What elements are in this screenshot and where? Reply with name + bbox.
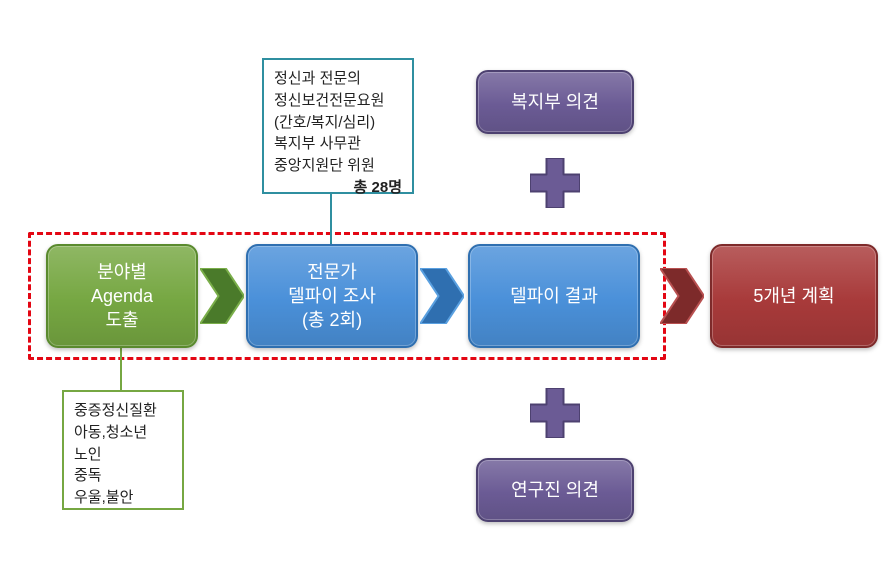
node-5year-plan: 5개년 계획 bbox=[710, 244, 878, 348]
plus-top-icon bbox=[530, 158, 580, 208]
node-delphi-survey: 전문가델파이 조사(총 2회) bbox=[246, 244, 418, 348]
node-delphi-result-label: 델파이 결과 bbox=[510, 284, 598, 308]
connector-categories bbox=[120, 348, 122, 390]
node-agenda: 분야별Agenda도출 bbox=[46, 244, 198, 348]
annotation-experts-total: 총 28명 bbox=[274, 177, 402, 199]
node-mohw-opinion: 복지부 의견 bbox=[476, 70, 634, 134]
chevron-1 bbox=[200, 268, 244, 324]
connector-experts bbox=[330, 194, 332, 244]
chevron-2 bbox=[420, 268, 464, 324]
node-agenda-label: 분야별Agenda도출 bbox=[91, 260, 153, 333]
node-research-opinion-label: 연구진 의견 bbox=[511, 478, 599, 502]
annotation-experts: 정신과 전문의정신보건전문요원(간호/복지/심리)복지부 사무관중앙지원단 위원… bbox=[262, 58, 414, 194]
annotation-categories-lines: 중증정신질환아동,청소년노인중독우울,불안 bbox=[74, 400, 172, 509]
annotation-categories: 중증정신질환아동,청소년노인중독우울,불안 bbox=[62, 390, 184, 510]
node-delphi-result: 델파이 결과 bbox=[468, 244, 640, 348]
node-5year-plan-label: 5개년 계획 bbox=[753, 284, 834, 308]
node-research-opinion: 연구진 의견 bbox=[476, 458, 634, 522]
plus-bottom-icon bbox=[530, 388, 580, 438]
annotation-experts-lines: 정신과 전문의정신보건전문요원(간호/복지/심리)복지부 사무관중앙지원단 위원 bbox=[274, 68, 402, 177]
chevron-3 bbox=[660, 268, 704, 324]
node-mohw-opinion-label: 복지부 의견 bbox=[511, 90, 599, 114]
node-delphi-survey-label: 전문가델파이 조사(총 2회) bbox=[288, 260, 376, 333]
